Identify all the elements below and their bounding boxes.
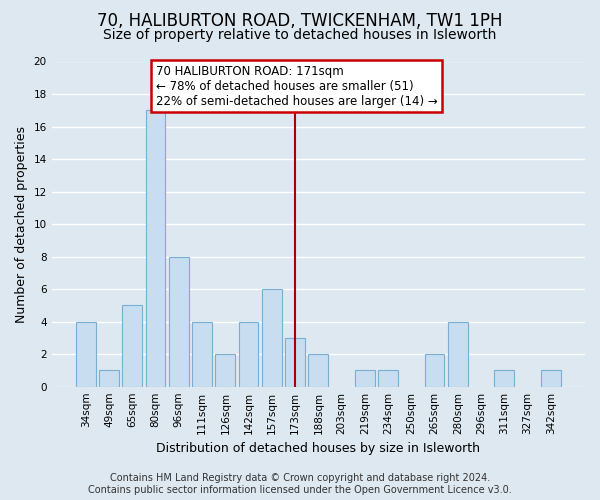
Y-axis label: Number of detached properties: Number of detached properties: [15, 126, 28, 322]
Bar: [541, 370, 561, 386]
Bar: [146, 110, 166, 386]
Bar: [122, 306, 142, 386]
Text: 70 HALIBURTON ROAD: 171sqm
← 78% of detached houses are smaller (51)
22% of semi: 70 HALIBURTON ROAD: 171sqm ← 78% of deta…: [155, 65, 437, 108]
Bar: [425, 354, 445, 386]
Bar: [99, 370, 119, 386]
Bar: [239, 322, 259, 386]
Bar: [355, 370, 375, 386]
Text: Size of property relative to detached houses in Isleworth: Size of property relative to detached ho…: [103, 28, 497, 42]
Bar: [378, 370, 398, 386]
Bar: [285, 338, 305, 386]
Bar: [76, 322, 95, 386]
Bar: [494, 370, 514, 386]
Bar: [448, 322, 468, 386]
Bar: [308, 354, 328, 386]
Text: 70, HALIBURTON ROAD, TWICKENHAM, TW1 1PH: 70, HALIBURTON ROAD, TWICKENHAM, TW1 1PH: [97, 12, 503, 30]
Bar: [192, 322, 212, 386]
Bar: [169, 256, 188, 386]
Text: Contains HM Land Registry data © Crown copyright and database right 2024.
Contai: Contains HM Land Registry data © Crown c…: [88, 474, 512, 495]
Bar: [262, 289, 282, 386]
Bar: [215, 354, 235, 386]
X-axis label: Distribution of detached houses by size in Isleworth: Distribution of detached houses by size …: [157, 442, 481, 455]
